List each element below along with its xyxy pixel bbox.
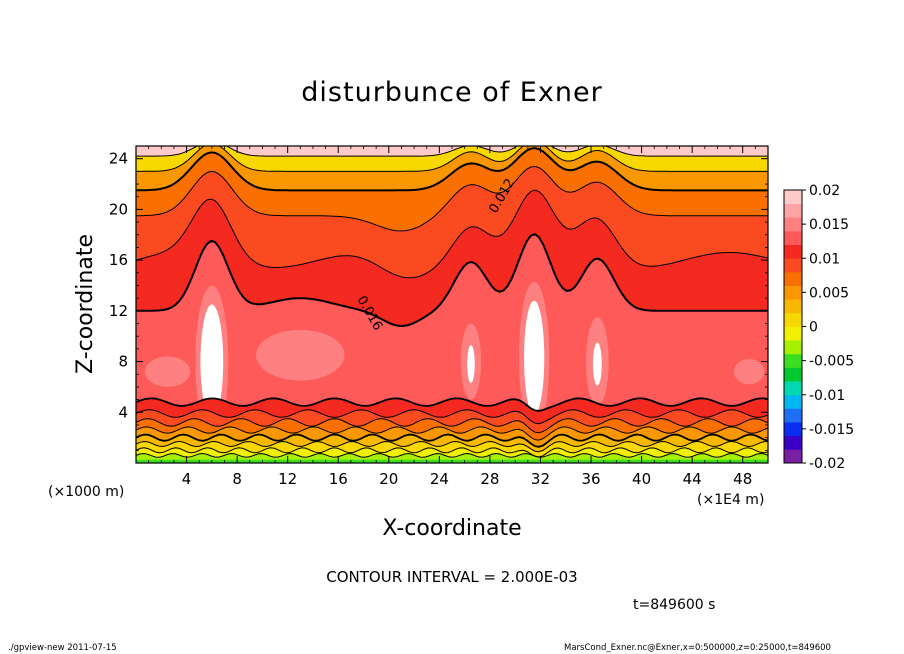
contour-line [136, 146, 768, 172]
contour-line [136, 426, 768, 441]
contour-line [136, 233, 768, 328]
x-tick-label: 40 [632, 470, 651, 488]
y-axis: 4 8 12 16 20 24 [109, 150, 768, 451]
colorbar: 0.02 0.015 0.01 0.005 0 -0.005 -0.01 -0.015 -0.0… [783, 183, 854, 472]
x-tick-label: 28 [480, 470, 499, 488]
colorbar-label: 0.02 [809, 183, 840, 199]
contour-interval: CONTOUR INTERVAL = 2.000E-03 [326, 568, 577, 586]
colorbar-swatch [784, 353, 802, 368]
x-tick-label: 20 [379, 470, 398, 488]
contour-cell [200, 304, 224, 419]
colorbar-swatch [784, 394, 802, 409]
colorbar-swatch [784, 367, 802, 382]
x-tick-label: 48 [733, 470, 752, 488]
contour-bands [136, 146, 768, 463]
contour-cell [733, 359, 765, 385]
colorbar-label: 0 [809, 320, 818, 336]
time-label: t=849600 s [633, 597, 715, 613]
x-unit-right: (×1E4 m) [697, 492, 764, 508]
colorbar-swatch [784, 408, 802, 423]
contour-line [136, 447, 768, 458]
y-tick-label: 24 [109, 150, 128, 168]
chart-title: disturbunce of Exner [301, 77, 602, 108]
contour-line [136, 397, 768, 412]
colorbar-swatch [784, 435, 802, 450]
x-tick-label: 36 [581, 470, 600, 488]
footer-right: MarsCond_Exner.nc@Exner,x=0:500000,z=0:2… [564, 643, 831, 653]
x-axis: 4 8 12 16 20 24 28 32 36 40 44 48 [148, 146, 756, 488]
colorbar-swatch [784, 271, 802, 286]
contour-cell [592, 342, 602, 386]
contour-line [136, 165, 768, 232]
footer-left: ./gpview-new 2011-07-15 [8, 643, 117, 653]
x-tick-label: 16 [329, 470, 348, 488]
contour-cell [467, 345, 475, 384]
colorbar-swatch [784, 381, 802, 396]
contour-line [136, 433, 768, 448]
colorbar-swatch [784, 422, 802, 437]
colorbar-swatch [784, 326, 802, 341]
colorbar-swatch [784, 217, 802, 232]
plot-area [136, 146, 768, 463]
x-tick-label: 24 [430, 470, 449, 488]
colorbar-swatch [784, 285, 802, 300]
x-axis-label: X-coordinate [382, 516, 521, 541]
colorbar-swatch [784, 258, 802, 273]
colorbar-label: -0.01 [809, 388, 845, 404]
contour-cell [524, 300, 545, 415]
colorbar-swatch [784, 449, 802, 464]
x-tick-label: 8 [232, 470, 242, 488]
contour-line [136, 189, 768, 279]
contour-cell [144, 356, 191, 387]
y-tick-label: 4 [118, 403, 128, 421]
contour-lines [136, 146, 768, 458]
x-tick-label: 4 [182, 470, 192, 488]
colorbar-label: -0.02 [809, 456, 845, 472]
contour-line [136, 147, 768, 192]
colorbar-swatch [784, 230, 802, 245]
contour-line [136, 440, 768, 453]
colorbar-label: 0.015 [809, 217, 849, 233]
contour-line [136, 452, 768, 458]
colorbar-label: 0.005 [809, 285, 849, 301]
x-tick-label: 32 [531, 470, 550, 488]
y-tick-label: 20 [109, 200, 128, 218]
y-tick-label: 16 [109, 251, 128, 269]
colorbar-swatch [784, 203, 802, 218]
colorbar-swatch [784, 244, 802, 259]
contour-line [136, 409, 768, 425]
colorbar-swatch [784, 340, 802, 355]
colorbar-swatch [784, 312, 802, 327]
colorbar-swatch [784, 299, 802, 314]
colorbar-label: -0.015 [809, 422, 854, 438]
contour-line [136, 146, 768, 157]
colorbar-label: 0.01 [809, 251, 840, 267]
y-tick-label: 12 [109, 302, 128, 320]
x-tick-label: 44 [683, 470, 702, 488]
y-axis-label: Z-coordinate [73, 234, 98, 374]
colorbar-label: -0.005 [809, 354, 854, 370]
colorbar-swatch [784, 190, 802, 205]
x-tick-label: 12 [278, 470, 297, 488]
contour-line [136, 418, 768, 434]
contour-cell [256, 329, 345, 381]
x-unit-left: (×1000 m) [48, 484, 124, 500]
y-tick-label: 8 [118, 353, 128, 371]
